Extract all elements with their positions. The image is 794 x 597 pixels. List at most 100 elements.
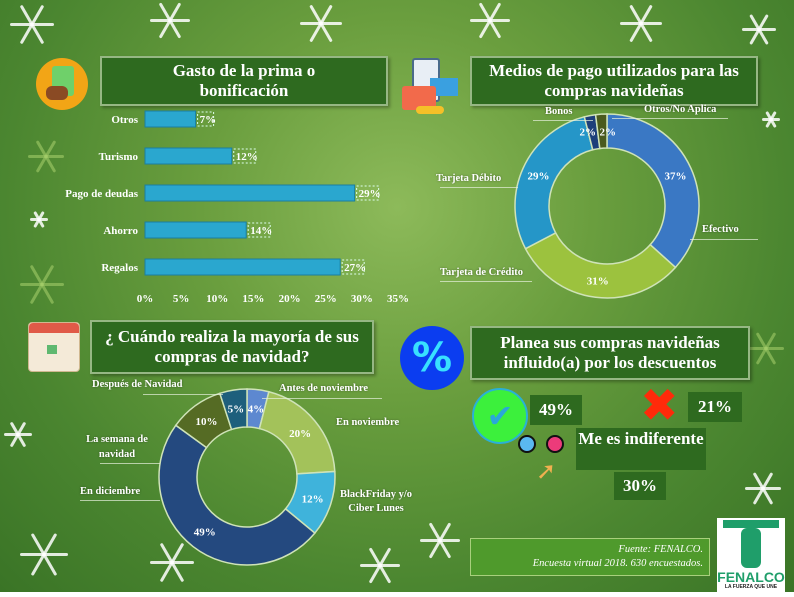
snowflake-icon <box>10 2 54 46</box>
slice-data-label: 4% <box>248 404 265 416</box>
slice-data-label: 49% <box>194 527 216 539</box>
slice-data-label: 5% <box>228 404 245 416</box>
legend-label-blackfriday: BlackFriday y/o Ciber Lunes <box>339 489 413 514</box>
leader-line <box>612 118 728 119</box>
snowflake-icon <box>150 540 194 584</box>
calendar-icon <box>28 322 80 372</box>
bar-data-label: 29% <box>359 188 381 200</box>
money-hand-icon <box>36 58 88 110</box>
slice-data-label: 29% <box>528 170 550 182</box>
timing-title-text: ¿ Cuándo realiza la mayoría de sus compr… <box>105 327 359 366</box>
legend-label-despues: Después de Navidad <box>92 379 183 390</box>
logo-name: FENALCO <box>717 569 785 585</box>
snowflake-icon <box>20 262 64 306</box>
legend-label-semana: La semana de navidad <box>86 434 148 460</box>
timing-donut-chart: 4% 20% 12% 49% 10% 5% <box>158 388 336 566</box>
legend-label-otros: Otros/No Aplica <box>644 104 717 115</box>
red-x-icon: ✖ <box>640 378 679 432</box>
bar-category-label: Otros <box>111 114 138 126</box>
x-tick-label: 35% <box>387 293 409 305</box>
discount-title: Planea sus compras navideñas influido(a)… <box>470 326 750 380</box>
snowflake-icon <box>360 545 400 585</box>
data-label-box <box>197 111 215 127</box>
bar <box>144 221 247 239</box>
bar-data-label: 27% <box>344 262 366 274</box>
snowflake-icon <box>762 110 780 128</box>
x-tick-label: 5% <box>173 293 190 305</box>
snowflake-icon <box>300 2 342 44</box>
slice-data-label: 12% <box>302 493 324 505</box>
snowflake-icon <box>742 12 776 46</box>
legend-label-bonos: Bonos <box>545 106 573 117</box>
slice-data-label: 31% <box>587 275 609 287</box>
timing-chart-title: ¿ Cuándo realiza la mayoría de sus compr… <box>90 320 374 374</box>
bar-category-label: Regalos <box>101 262 138 274</box>
slice-data-label: 2% <box>579 127 596 139</box>
snowflake-icon <box>620 2 662 44</box>
donut-slice <box>524 231 677 299</box>
leader-line <box>440 187 518 188</box>
payment-chart-title: Medios de pago utilizados para las compr… <box>470 56 758 106</box>
bar-category-label: Ahorro <box>103 225 138 237</box>
snowflake-icon <box>20 530 68 578</box>
percent-badge-icon: % <box>400 326 464 390</box>
data-label-box <box>341 259 365 275</box>
snowflake-icon <box>470 0 510 40</box>
slice-data-label: 2% <box>599 127 616 139</box>
source-line: Fuente: FENALCO. <box>618 544 703 555</box>
indifferent-label: Me es indiferente <box>576 428 706 470</box>
data-label-box <box>233 148 257 164</box>
snowflake-icon <box>150 0 190 40</box>
bar <box>144 147 233 165</box>
bar-category-label: Pago de deudas <box>65 188 138 200</box>
snowflake-icon <box>28 138 64 174</box>
data-label-box <box>356 185 380 201</box>
donut-slice <box>594 113 608 150</box>
legend-label-credito: Tarjeta de Crédito <box>440 267 524 278</box>
payment-donut-chart: 37% 31% 29% 2% 2% <box>514 113 700 299</box>
snowflake-icon <box>30 210 48 228</box>
bar-data-label: 14% <box>250 225 272 237</box>
x-tick-label: 25% <box>315 293 337 305</box>
bar-data-label: 12% <box>236 151 258 163</box>
yes-value: 49% <box>530 395 582 425</box>
payment-title-text: Medios de pago utilizados para las compr… <box>489 61 739 100</box>
slice-data-label: 10% <box>195 416 217 428</box>
x-tick-label: 0% <box>137 293 154 305</box>
legend-label-diciembre: En diciembre <box>80 486 141 497</box>
snowflake-icon <box>420 520 460 560</box>
slice-data-label: 20% <box>289 428 311 440</box>
leader-line <box>80 500 160 501</box>
legend-label-debito: Tarjeta Débito <box>436 173 502 184</box>
snowflake-icon <box>745 470 781 506</box>
x-tick-label: 30% <box>351 293 373 305</box>
donut-slice <box>218 388 248 431</box>
no-value: 21% <box>688 392 742 422</box>
bar-data-label: 7% <box>200 114 217 126</box>
x-tick-label: 10% <box>206 293 228 305</box>
leader-line <box>440 281 532 282</box>
donut-slice <box>158 424 316 566</box>
legend-label-antes: Antes de noviembre <box>279 383 369 394</box>
cursor-choice-icon: ➚ <box>518 435 568 485</box>
bar <box>144 258 341 276</box>
wallet-phone-icon <box>402 58 464 118</box>
legend-label-efectivo: Efectivo <box>702 224 739 235</box>
source-note: Fuente: FENALCO. Encuesta virtual 2018. … <box>470 538 710 576</box>
survey-line: Encuesta virtual 2018. 630 encuestados. <box>532 558 703 569</box>
leader-line <box>143 394 223 395</box>
snowflake-icon <box>748 330 784 366</box>
indifferent-value: 30% <box>614 472 666 500</box>
bar <box>144 110 197 128</box>
spending-bar-chart: Otros 7% Turismo 12% Pago de deudas 29% Ahorro… <box>65 110 409 305</box>
bar <box>144 184 356 202</box>
data-label-box <box>247 222 271 238</box>
leader-line <box>100 463 160 464</box>
bar-category-label: Turismo <box>99 151 139 163</box>
x-tick-label: 20% <box>279 293 301 305</box>
legend-label-noviembre: En noviembre <box>336 417 400 428</box>
logo-tagline: LA FUERZA QUE UNE <box>724 584 778 590</box>
check-badge-icon: ✔ <box>472 388 528 444</box>
donut-slice <box>606 113 700 269</box>
leader-line <box>262 398 382 399</box>
